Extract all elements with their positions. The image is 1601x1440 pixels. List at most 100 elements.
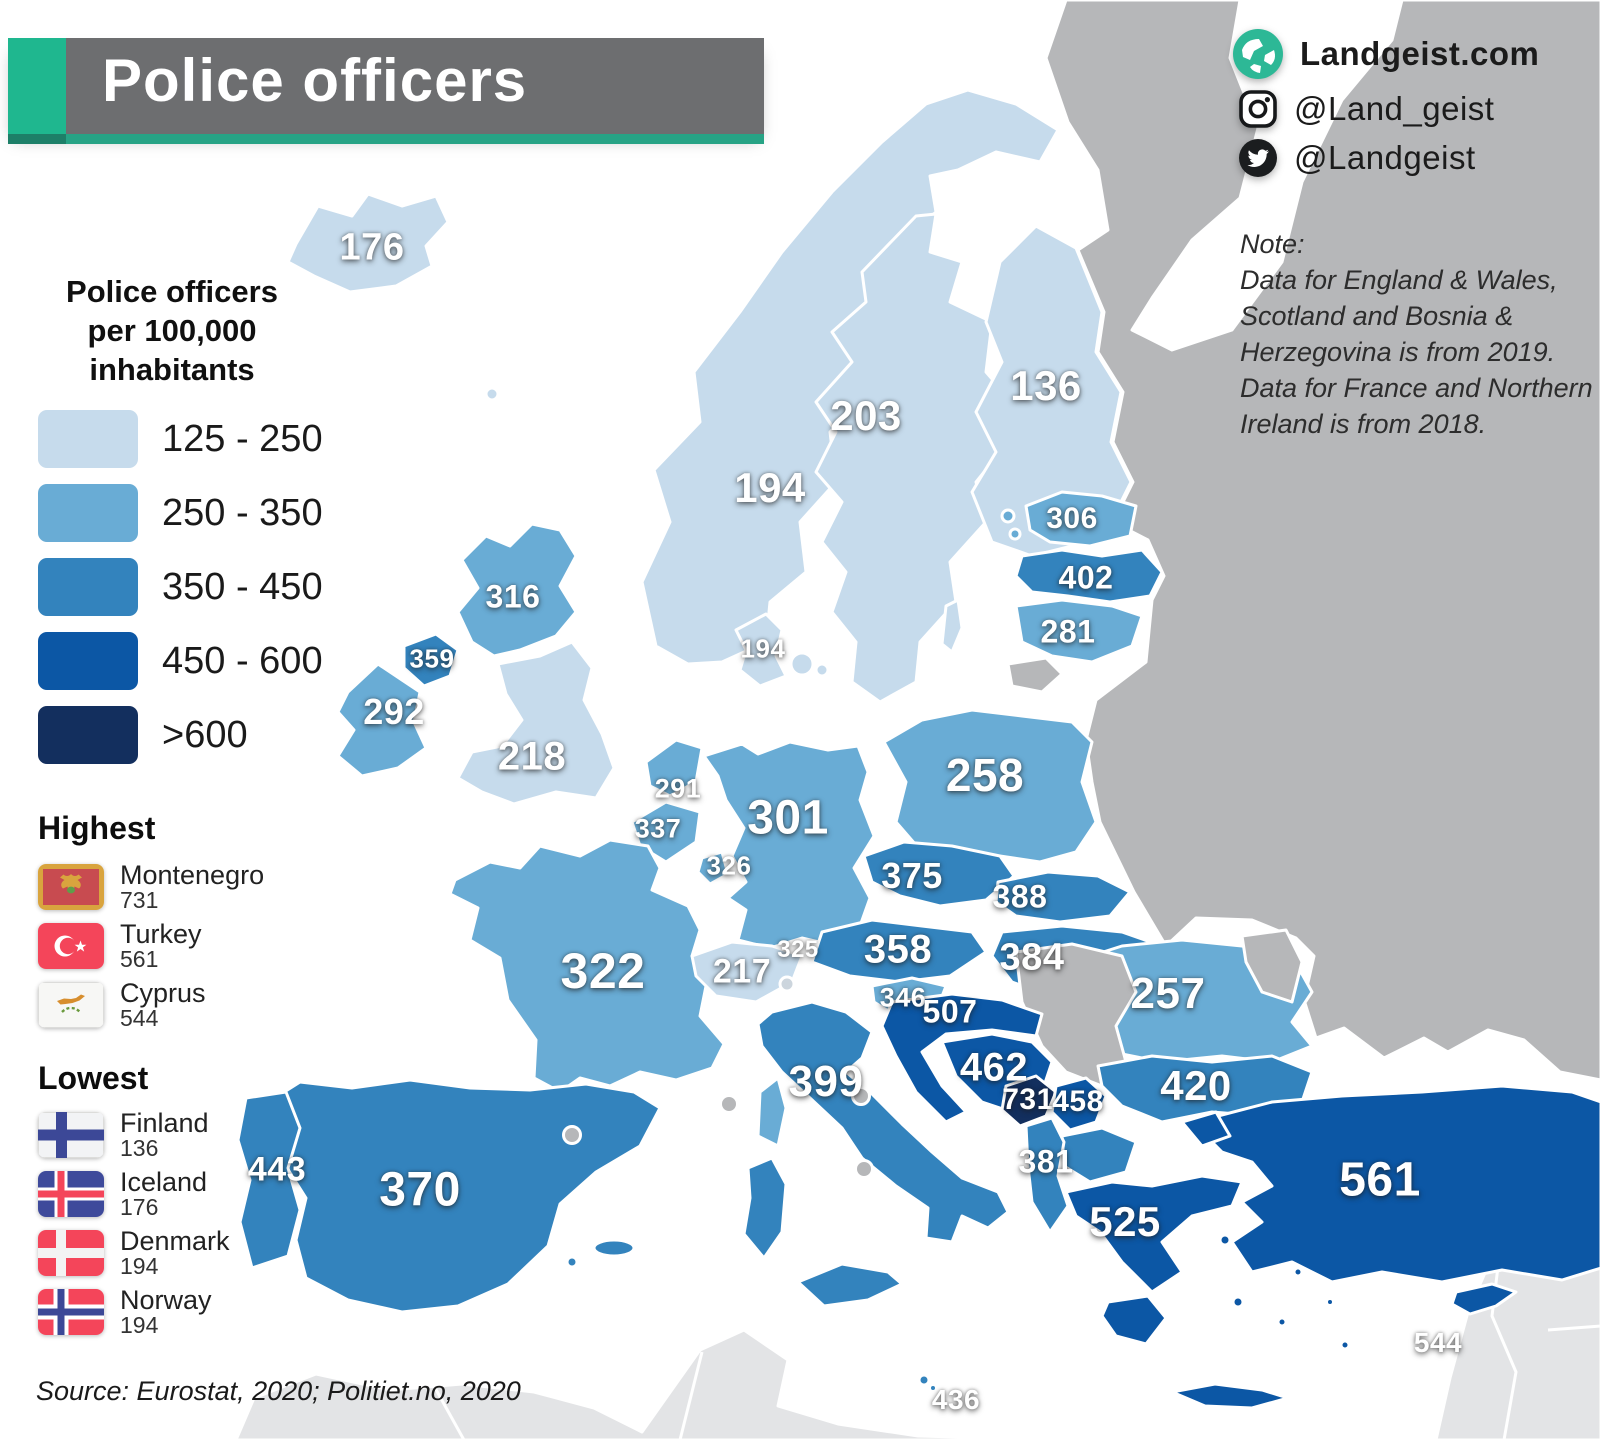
- country-turkey: [1200, 1084, 1601, 1284]
- island-zealand: [789, 651, 815, 677]
- legend-row: 450 - 600: [38, 632, 323, 690]
- island-mallorca: [592, 1238, 636, 1258]
- country-sweden: [814, 212, 1014, 704]
- country-value: 731: [120, 887, 159, 913]
- island-crete: [1170, 1382, 1290, 1410]
- country-italy: [756, 1000, 1010, 1244]
- country-stat-row: Denmark 194: [38, 1226, 230, 1279]
- country-name: Iceland: [120, 1167, 208, 1197]
- country-stat-row: Turkey 561: [38, 920, 264, 971]
- branding-instagram-row: @Land_geist: [1232, 89, 1539, 129]
- country-value: 194: [120, 1253, 159, 1279]
- flag-fi-icon: [38, 1112, 104, 1158]
- country-albania: [1024, 1116, 1070, 1234]
- country-stat-row: Montenegro 731: [38, 861, 264, 913]
- island-faroe: [484, 386, 500, 402]
- country-poland: [882, 708, 1098, 864]
- country-lithuania: [1014, 598, 1144, 664]
- twitter-handle: @Landgeist: [1294, 139, 1476, 176]
- country-north-macedonia: [1060, 1126, 1138, 1184]
- title-bar: Police officers: [8, 38, 764, 144]
- country-montenegro: [1000, 1074, 1058, 1128]
- page-title: Police officers: [102, 47, 528, 114]
- country-name: Finland: [120, 1108, 209, 1138]
- legend-swatch: [38, 558, 138, 616]
- legend-range-label: >600: [162, 713, 248, 756]
- country-portugal: [236, 1090, 302, 1270]
- country-name: Denmark: [120, 1226, 230, 1256]
- legend-range-label: 450 - 600: [162, 639, 323, 682]
- country-stat-row: Cyprus 544: [38, 978, 264, 1031]
- region-east-thrace: [1180, 1110, 1232, 1148]
- island-saaremaa: [1000, 508, 1016, 524]
- aegean-island: [1231, 1295, 1245, 1309]
- country-malta: [917, 1373, 931, 1387]
- country-kosovo: [1050, 1076, 1108, 1132]
- country-name: Cyprus: [120, 978, 206, 1008]
- highest-list: Montenegro 731 Turkey 561 Cyprus 544: [38, 861, 264, 1041]
- dot-liechtenstein: [778, 975, 796, 993]
- globe-icon: [1232, 28, 1284, 80]
- flag-no-icon: [38, 1289, 104, 1335]
- country-austria: [810, 918, 988, 984]
- country-spain: [260, 1078, 662, 1314]
- country-croatia: [880, 992, 1044, 1124]
- country-value: 544: [120, 1005, 159, 1031]
- lowest-heading: Lowest: [38, 1060, 149, 1096]
- legend-row: >600: [38, 706, 323, 764]
- branding-block: Landgeist.com @Land_geist @Landgeist: [1232, 28, 1539, 187]
- aegean-island: [1325, 1297, 1335, 1307]
- flag-tr-icon: [38, 923, 104, 969]
- legend-swatch: [38, 632, 138, 690]
- country-northern-ireland: [402, 632, 460, 688]
- country-stat-row: Norway 194: [38, 1285, 230, 1338]
- legend-swatch: [38, 410, 138, 468]
- legend-range-label: 125 - 250: [162, 417, 323, 460]
- island-gotland: [940, 598, 964, 654]
- country-moldova: [1240, 928, 1304, 1004]
- country-stat-row: Iceland 176: [38, 1167, 230, 1220]
- legend-swatch: [38, 484, 138, 542]
- country-russia-belarus-ukraine: [1044, 0, 1601, 1082]
- aegean-island: [1339, 1339, 1351, 1351]
- island-hiiumaa: [1008, 527, 1022, 541]
- country-value: 194: [120, 1312, 159, 1338]
- site-name: Landgeist.com: [1300, 35, 1540, 72]
- aegean-island: [1218, 1233, 1232, 1247]
- twitter-icon: [1238, 138, 1278, 178]
- country-ireland: [336, 662, 428, 778]
- dot-monaco: [719, 1094, 739, 1114]
- country-germany: [702, 740, 876, 950]
- island-sardinia: [742, 1156, 788, 1260]
- country-greece: [1064, 1174, 1244, 1294]
- source-text: Source: Eurostat, 2020; Politiet.no, 202…: [36, 1376, 521, 1406]
- country-scotland: [456, 522, 578, 658]
- country-estonia: [1024, 490, 1138, 548]
- island-bornholm: [814, 662, 830, 678]
- title-underline-dark: [8, 134, 66, 144]
- legend-range-label: 350 - 450: [162, 565, 323, 608]
- dot-andorra: [562, 1125, 582, 1145]
- dot-vatican: [854, 1159, 874, 1179]
- legend-row: 350 - 450: [38, 558, 323, 616]
- highest-heading: Highest: [38, 810, 156, 846]
- country-france: [448, 838, 726, 1094]
- legend-row: 125 - 250: [38, 410, 323, 468]
- flag-cy-icon: [38, 982, 104, 1028]
- flag-is-icon: [38, 1171, 104, 1217]
- country-cyprus: [1450, 1282, 1518, 1316]
- country-value: 176: [120, 1194, 159, 1220]
- legend-swatch: [38, 706, 138, 764]
- instagram-handle: @Land_geist: [1294, 90, 1495, 127]
- country-england-wales: [456, 640, 616, 806]
- title-underline: [66, 134, 764, 144]
- country-name: Norway: [120, 1285, 212, 1315]
- country-latvia: [1014, 548, 1164, 604]
- country-netherlands: [644, 738, 704, 798]
- country-africa: [234, 1328, 1082, 1440]
- lowest-list: Finland 136 Iceland 176 Denmark 194 Norway 194: [38, 1108, 230, 1348]
- country-luxembourg: [696, 850, 730, 886]
- island-ibiza: [565, 1255, 579, 1269]
